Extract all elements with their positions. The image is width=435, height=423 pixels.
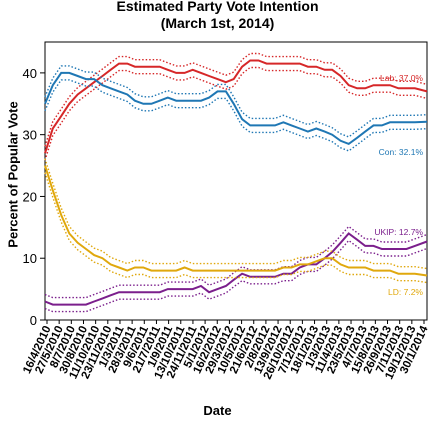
- series-upper-band: [44, 225, 428, 299]
- y-tick-label: 10: [23, 251, 37, 266]
- x-axis-label: Date: [203, 403, 232, 418]
- series-upper-band: [44, 52, 428, 147]
- chart-subtitle: (March 1st, 2014): [160, 15, 275, 31]
- series-upper-band: [44, 65, 428, 138]
- y-tick-label: 20: [23, 189, 37, 204]
- y-tick-label: 40: [23, 66, 37, 81]
- series-line: [44, 59, 428, 154]
- series-lower-band: [44, 79, 428, 152]
- series-line: [44, 71, 428, 146]
- y-tick-label: 0: [30, 313, 37, 328]
- series-lower-band: [44, 66, 428, 161]
- chart-title: Estimated Party Vote Intention: [116, 0, 319, 14]
- series-upper-band: [44, 158, 428, 270]
- series-lower-band: [44, 172, 428, 284]
- series-lower-band: [44, 239, 428, 313]
- series-line: [44, 232, 428, 306]
- series-end-label: UKIP: 12.7%: [374, 227, 423, 237]
- series-end-label: Con: 32.1%: [379, 147, 424, 157]
- y-tick-label: 30: [23, 128, 37, 143]
- series-line: [44, 165, 428, 277]
- series-end-label: Lab: 37.0%: [380, 73, 423, 83]
- series-end-label: LD: 7.2%: [388, 287, 423, 297]
- plot-frame: [44, 41, 428, 321]
